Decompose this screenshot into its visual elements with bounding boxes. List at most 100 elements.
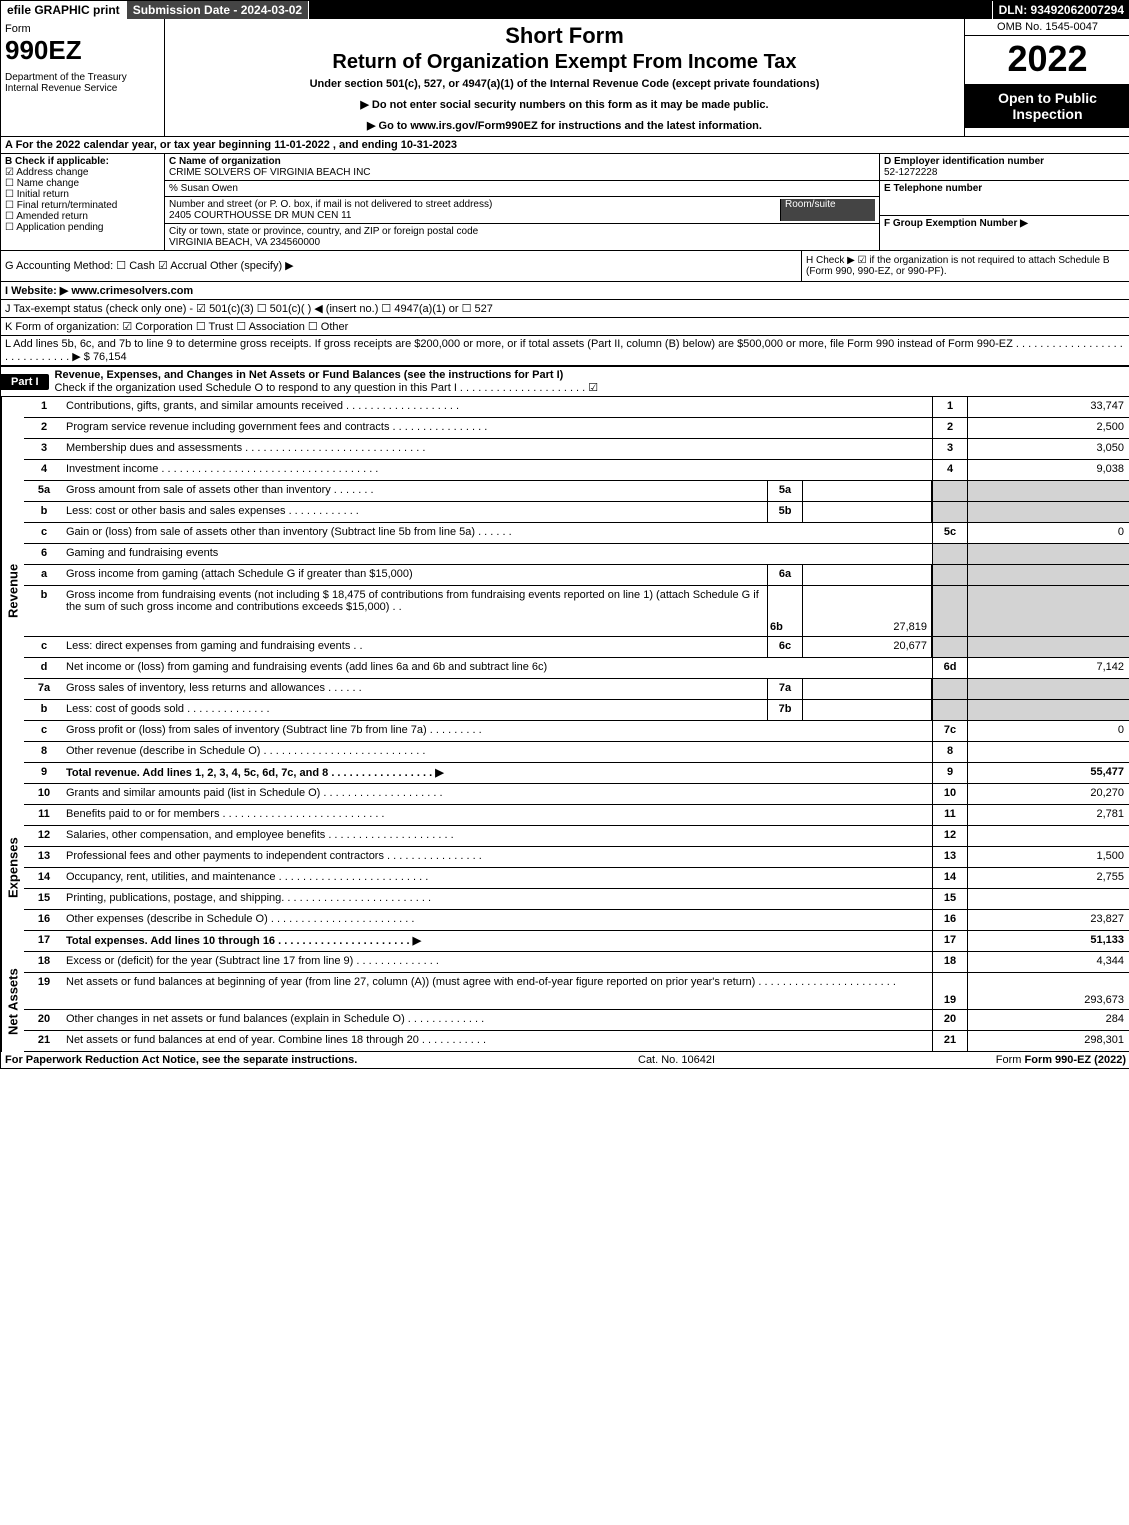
city: VIRGINIA BEACH, VA 234560000 xyxy=(169,237,320,248)
section-i: I Website: ▶ www.crimesolvers.com xyxy=(1,282,1129,300)
line-20: 20Other changes in net assets or fund ba… xyxy=(24,1010,1129,1031)
line-4: 4 Investment income . . . . . . . . . . … xyxy=(24,460,1129,481)
line-11: 11Benefits paid to or for members . . . … xyxy=(24,805,1129,826)
line-7a: 7a Gross sales of inventory, less return… xyxy=(24,679,1129,700)
form-label: Form xyxy=(5,23,160,35)
part-1-header: Part I Revenue, Expenses, and Changes in… xyxy=(1,366,1129,397)
expenses-block: Expenses 10Grants and similar amounts pa… xyxy=(1,784,1129,952)
line-10: 10Grants and similar amounts paid (list … xyxy=(24,784,1129,805)
note-link[interactable]: ▶ Go to www.irs.gov/Form990EZ for instru… xyxy=(169,119,960,132)
subtitle: Under section 501(c), 527, or 4947(a)(1)… xyxy=(169,78,960,90)
line-5a: 5a Gross amount from sale of assets othe… xyxy=(24,481,1129,502)
line-5b: b Less: cost or other basis and sales ex… xyxy=(24,502,1129,523)
section-g: G Accounting Method: ☐ Cash ☑ Accrual Ot… xyxy=(1,251,801,281)
netassets-side-label: Net Assets xyxy=(1,952,24,1052)
header-center: Short Form Return of Organization Exempt… xyxy=(165,19,964,136)
page-footer: For Paperwork Reduction Act Notice, see … xyxy=(1,1052,1129,1068)
tax-year: 2022 xyxy=(965,36,1129,82)
line-8: 8 Other revenue (describe in Schedule O)… xyxy=(24,742,1129,763)
form-header: Form 990EZ Department of the Treasury In… xyxy=(1,19,1129,137)
line-7b: b Less: cost of goods sold . . . . . . .… xyxy=(24,700,1129,721)
box-icon xyxy=(5,211,14,222)
expenses-side-label: Expenses xyxy=(1,784,24,952)
line-1: 1 Contributions, gifts, grants, and simi… xyxy=(24,397,1129,418)
netassets-block: Net Assets 18Excess or (deficit) for the… xyxy=(1,952,1129,1052)
street-label: Number and street (or P. O. box, if mail… xyxy=(169,199,492,210)
section-h: H Check ▶ ☑ if the organization is not r… xyxy=(801,251,1129,281)
line-6d: d Net income or (loss) from gaming and f… xyxy=(24,658,1129,679)
line-12: 12Salaries, other compensation, and empl… xyxy=(24,826,1129,847)
line-17: 17Total expenses. Add lines 10 through 1… xyxy=(24,931,1129,952)
chk-amended-return[interactable]: Amended return xyxy=(5,211,160,222)
section-k: K Form of organization: ☑ Corporation ☐ … xyxy=(1,318,1129,336)
section-c-name-label: C Name of organization xyxy=(169,156,281,167)
sections-bcdef: B Check if applicable: Address change Na… xyxy=(1,154,1129,251)
check-icon xyxy=(5,167,14,178)
line-16: 16Other expenses (describe in Schedule O… xyxy=(24,910,1129,931)
chk-final-return[interactable]: Final return/terminated xyxy=(5,200,160,211)
efile-print-link[interactable]: efile GRAPHIC print xyxy=(1,1,127,19)
line-19: 19Net assets or fund balances at beginni… xyxy=(24,973,1129,1010)
room-suite-label: Room/suite xyxy=(780,199,875,221)
omb-number: OMB No. 1545-0047 xyxy=(965,19,1129,36)
part-1-title: Revenue, Expenses, and Changes in Net As… xyxy=(49,367,1129,396)
chk-application-pending[interactable]: Application pending xyxy=(5,222,160,233)
line-9: 9 Total revenue. Add lines 1, 2, 3, 4, 5… xyxy=(24,763,1129,784)
section-j: J Tax-exempt status (check only one) - ☑… xyxy=(1,300,1129,318)
open-public-badge: Open to Public Inspection xyxy=(965,84,1129,128)
ein: 52-1272228 xyxy=(884,167,937,178)
note-ssn: ▶ Do not enter social security numbers o… xyxy=(169,98,960,111)
revenue-side-label: Revenue xyxy=(1,397,24,784)
submission-date: Submission Date - 2024-03-02 xyxy=(127,1,309,19)
box-icon xyxy=(5,189,14,200)
form-number: 990EZ xyxy=(5,35,160,66)
section-d-label: D Employer identification number xyxy=(884,156,1044,167)
form-990ez-page: efile GRAPHIC print Submission Date - 20… xyxy=(0,0,1129,1069)
main-title: Return of Organization Exempt From Incom… xyxy=(169,51,960,74)
short-form-title: Short Form xyxy=(169,23,960,49)
section-e-label: E Telephone number xyxy=(884,183,982,194)
top-bar-spacer xyxy=(309,1,992,19)
top-bar: efile GRAPHIC print Submission Date - 20… xyxy=(1,1,1129,19)
city-label: City or town, state or province, country… xyxy=(169,226,478,237)
section-a: A For the 2022 calendar year, or tax yea… xyxy=(1,137,1129,154)
chk-initial-return[interactable]: Initial return xyxy=(5,189,160,200)
chk-address-change[interactable]: Address change xyxy=(5,167,160,178)
line-3: 3 Membership dues and assessments . . . … xyxy=(24,439,1129,460)
sections-def: D Employer identification number 52-1272… xyxy=(879,154,1129,250)
line-2: 2 Program service revenue including gove… xyxy=(24,418,1129,439)
header-left: Form 990EZ Department of the Treasury In… xyxy=(1,19,165,136)
line-6b: b Gross income from fundraising events (… xyxy=(24,586,1129,637)
line-6a: a Gross income from gaming (attach Sched… xyxy=(24,565,1129,586)
line-6: 6 Gaming and fundraising events xyxy=(24,544,1129,565)
line-5c: c Gain or (loss) from sale of assets oth… xyxy=(24,523,1129,544)
section-b-heading: B Check if applicable: xyxy=(5,156,160,167)
section-c: C Name of organization CRIME SOLVERS OF … xyxy=(165,154,879,250)
street: 2405 COURTHOUSSE DR MUN CEN 11 xyxy=(169,210,351,221)
line-14: 14Occupancy, rent, utilities, and mainte… xyxy=(24,868,1129,889)
line-15: 15Printing, publications, postage, and s… xyxy=(24,889,1129,910)
line-21: 21Net assets or fund balances at end of … xyxy=(24,1031,1129,1052)
line-18: 18Excess or (deficit) for the year (Subt… xyxy=(24,952,1129,973)
line-13: 13Professional fees and other payments t… xyxy=(24,847,1129,868)
footer-left: For Paperwork Reduction Act Notice, see … xyxy=(5,1054,357,1066)
care-of: % Susan Owen xyxy=(165,181,879,197)
sections-gh: G Accounting Method: ☐ Cash ☑ Accrual Ot… xyxy=(1,251,1129,282)
part-1-label: Part I xyxy=(1,374,49,390)
section-l: L Add lines 5b, 6c, and 7b to line 9 to … xyxy=(1,336,1129,366)
revenue-block: Revenue 1 Contributions, gifts, grants, … xyxy=(1,397,1129,784)
box-icon xyxy=(5,200,14,211)
footer-center: Cat. No. 10642I xyxy=(638,1054,715,1066)
section-f-label: F Group Exemption Number ▶ xyxy=(884,218,1028,229)
line-7c: c Gross profit or (loss) from sales of i… xyxy=(24,721,1129,742)
section-b: B Check if applicable: Address change Na… xyxy=(1,154,165,250)
department: Department of the Treasury Internal Reve… xyxy=(5,72,160,94)
chk-name-change[interactable]: Name change xyxy=(5,178,160,189)
line-6c: c Less: direct expenses from gaming and … xyxy=(24,637,1129,658)
dln: DLN: 93492062007294 xyxy=(993,1,1129,19)
box-icon xyxy=(5,178,14,189)
box-icon xyxy=(5,222,14,233)
footer-right: Form Form 990-EZ (2022) xyxy=(996,1054,1126,1066)
header-right: OMB No. 1545-0047 2022 Open to Public In… xyxy=(964,19,1129,136)
org-name: CRIME SOLVERS OF VIRGINIA BEACH INC xyxy=(169,167,371,178)
